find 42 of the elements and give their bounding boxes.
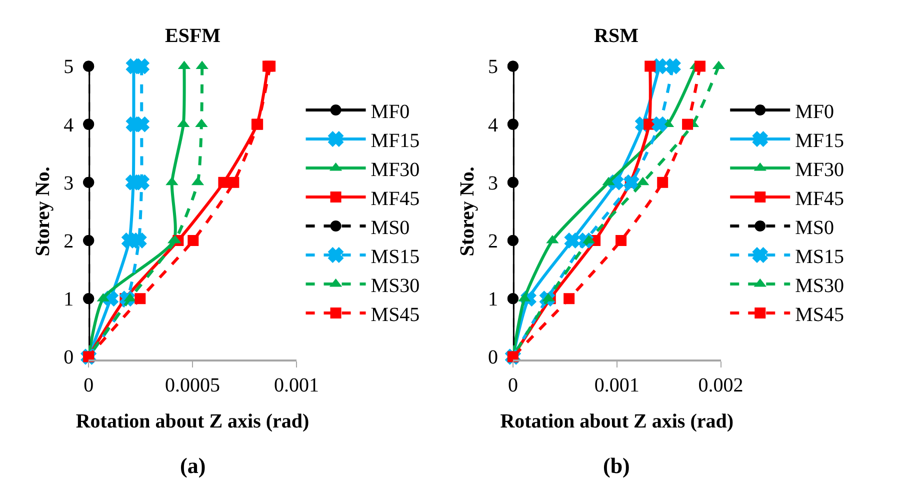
x-tick-label: 0.001 [274, 374, 319, 396]
y-tick-label: 0 [488, 346, 498, 369]
legend-label: MF45 [370, 188, 420, 210]
text: (a) [180, 453, 206, 478]
legend-label: MS15 [795, 246, 844, 268]
legend-label: MS30 [795, 274, 844, 297]
legend-label: MF0 [370, 100, 410, 123]
legend-label: MF0 [795, 100, 834, 123]
chart-title: RSM [594, 25, 639, 47]
legend-label: MS45 [370, 304, 420, 326]
x-tick-label: 0.002 [698, 374, 744, 396]
legend-label: MF30 [795, 158, 844, 181]
x-tick-label: 0.001 [594, 374, 640, 396]
y-axis-title: Storey No. [456, 166, 478, 256]
y-tick-label: 1 [64, 288, 74, 311]
text: (b) [603, 453, 630, 478]
x-tick-label: 0 [84, 374, 94, 396]
legend-label: MF15 [795, 130, 844, 152]
y-tick-label: 1 [488, 288, 498, 311]
y-tick-label: 5 [64, 56, 74, 78]
legend-label: MF30 [370, 158, 420, 181]
x-axis-title: Rotation about Z axis (rad) [500, 410, 734, 432]
x-tick-label: 0.0005 [165, 374, 220, 396]
y-tick-label: 0 [64, 346, 74, 369]
y-tick-label: 3 [64, 172, 74, 194]
y-tick-label: 4 [488, 114, 498, 136]
legend-label: MS0 [795, 216, 834, 239]
y-tick-label: 2 [64, 230, 74, 253]
y-tick-label: 4 [64, 114, 74, 136]
legend-label: MS30 [370, 274, 420, 297]
y-tick-label: 5 [488, 56, 498, 78]
chart-title: ESFM [165, 25, 221, 47]
y-tick-label: 3 [488, 172, 498, 194]
x-axis-title: Rotation about Z axis (rad) [76, 410, 310, 432]
y-tick-label: 2 [488, 230, 498, 253]
legend-label: MS15 [370, 246, 420, 268]
legend-label: MF45 [795, 188, 844, 210]
legend-label: MS45 [795, 304, 844, 326]
x-tick-label: 0 [508, 374, 518, 396]
legend-label: MF15 [370, 130, 420, 152]
y-axis-title: Storey No. [32, 166, 54, 256]
legend-label: MS0 [370, 216, 410, 239]
